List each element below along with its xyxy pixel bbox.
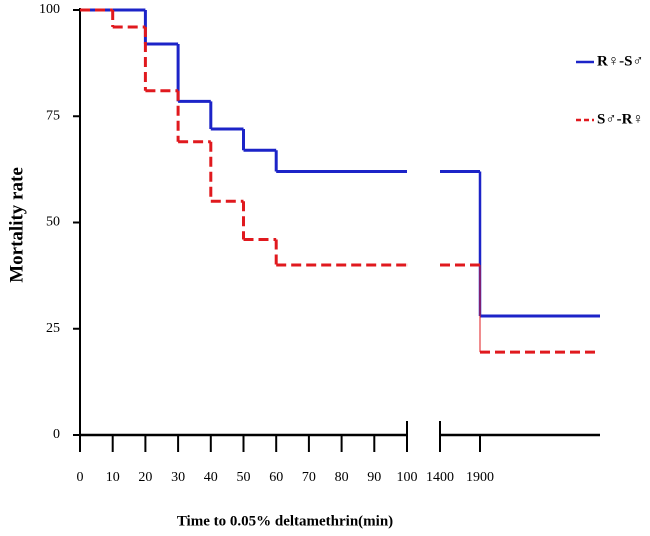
x-tick-label: 1400 [426, 470, 454, 485]
y-tick-label: 100 [39, 2, 60, 17]
x-axis-title: Time to 0.05% deltamethrin(min) [177, 513, 393, 529]
y-tick-label: 0 [53, 427, 60, 442]
y-tick-label: 50 [46, 215, 60, 230]
x-tick-label: 50 [237, 470, 251, 485]
x-tick-label: 90 [367, 470, 381, 485]
legend-label: S♂-R♀ [597, 111, 644, 127]
x-tick-label: 40 [204, 470, 218, 485]
x-tick-label: 100 [397, 470, 418, 485]
x-tick-label: 60 [269, 470, 283, 485]
x-tick-label: 10 [106, 470, 120, 485]
x-tick-label: 70 [302, 470, 316, 485]
x-tick-label: 80 [335, 470, 349, 485]
x-tick-label: 30 [171, 470, 185, 485]
y-tick-label: 75 [46, 108, 60, 123]
x-tick-label: 1900 [466, 470, 494, 485]
legend-label: R♀-S♂ [597, 53, 644, 69]
x-tick-label: 20 [138, 470, 152, 485]
y-tick-label: 25 [46, 321, 60, 336]
x-tick-label: 0 [77, 470, 84, 485]
y-axis-title: Mortality rate [6, 167, 27, 283]
